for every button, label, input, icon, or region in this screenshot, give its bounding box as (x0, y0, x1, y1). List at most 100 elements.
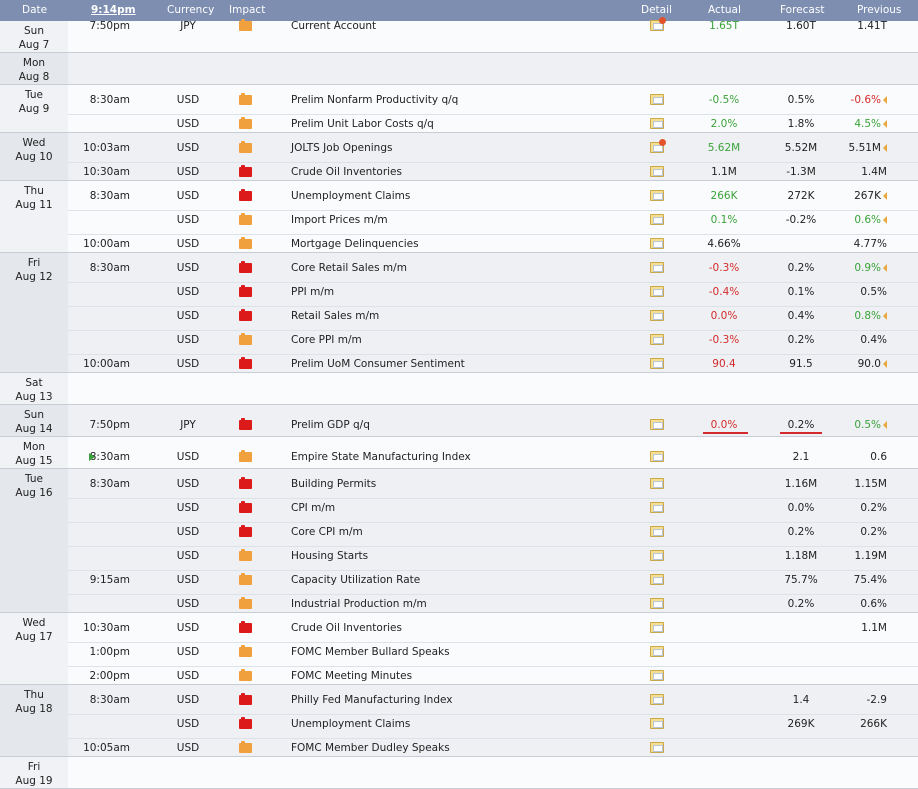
event-previous: 1.15M (854, 478, 887, 490)
event-title[interactable]: Core CPI m/m (291, 526, 363, 538)
event-previous: 0.9% (817, 261, 887, 275)
event-actual: 266K (710, 190, 738, 202)
event-title[interactable]: Building Permits (291, 478, 377, 490)
detail-folder-icon[interactable] (650, 286, 664, 297)
event-title[interactable]: Prelim UoM Consumer Sentiment (291, 358, 465, 370)
detail-folder-icon[interactable] (650, 574, 664, 585)
detail-folder-icon[interactable] (650, 598, 664, 609)
event-currency: USD (176, 526, 200, 538)
detail-folder-icon[interactable] (650, 118, 664, 129)
event-title[interactable]: Industrial Production m/m (291, 598, 427, 610)
row-separator (68, 162, 918, 163)
detail-folder-icon[interactable] (650, 526, 664, 537)
event-title[interactable]: Housing Starts (291, 550, 369, 562)
day-cell (0, 613, 68, 685)
detail-folder-icon[interactable] (650, 190, 664, 201)
detail-folder-icon[interactable] (650, 17, 666, 31)
event-title[interactable]: Prelim GDP q/q (291, 419, 370, 431)
detail-folder-icon[interactable] (650, 550, 664, 561)
detail-folder-icon[interactable] (650, 419, 664, 430)
detail-folder-icon[interactable] (650, 214, 664, 225)
event-previous: 4.77% (853, 238, 887, 250)
event-previous: 1.1M (861, 622, 887, 634)
annotation-underline (780, 432, 822, 434)
detail-folder-icon[interactable] (650, 358, 664, 369)
row-separator (68, 354, 918, 355)
day-label: Sat Aug 13 (0, 376, 68, 404)
event-actual: 4.66% (707, 238, 741, 250)
day-weekday: Fri (27, 761, 41, 773)
event-title[interactable]: Empire State Manufacturing Index (291, 451, 471, 463)
event-title[interactable]: Current Account (291, 20, 377, 32)
event-title[interactable]: Core PPI m/m (291, 334, 362, 346)
detail-folder-icon[interactable] (650, 310, 664, 321)
day-label: Thu Aug 18 (0, 688, 68, 716)
event-title[interactable]: Import Prices m/m (291, 214, 388, 226)
event-forecast: 0.2% (787, 598, 815, 610)
detail-folder-icon[interactable] (650, 742, 664, 753)
event-title[interactable]: CPI m/m (291, 502, 336, 514)
day-separator (0, 436, 918, 437)
event-title[interactable]: Crude Oil Inventories (291, 166, 402, 178)
day-label: Wed Aug 10 (0, 136, 68, 164)
event-title[interactable]: Retail Sales m/m (291, 310, 380, 322)
medium-impact-folder-icon (239, 597, 252, 609)
event-actual: 0.0% (710, 419, 738, 431)
detail-folder-icon[interactable] (650, 451, 664, 462)
detail-folder-icon[interactable] (650, 622, 664, 633)
detail-folder-icon[interactable] (650, 262, 664, 273)
event-title[interactable]: Prelim Unit Labor Costs q/q (291, 118, 434, 130)
medium-impact-folder-icon (239, 669, 252, 681)
event-previous: 90.0 (817, 357, 887, 371)
event-title[interactable]: JOLTS Job Openings (291, 142, 393, 154)
event-currency: USD (176, 622, 200, 634)
detail-folder-icon[interactable] (650, 670, 664, 681)
event-title[interactable]: Core Retail Sales m/m (291, 262, 407, 274)
event-title[interactable]: PPI m/m (291, 286, 335, 298)
event-forecast: 1.4 (792, 694, 810, 706)
event-currency: USD (176, 190, 200, 202)
header-forecast: Forecast (780, 4, 825, 16)
row-separator (68, 498, 918, 499)
detail-folder-icon[interactable] (650, 238, 664, 249)
event-title[interactable]: FOMC Member Dudley Speaks (291, 742, 450, 754)
day-cell (0, 85, 68, 133)
detail-folder-icon[interactable] (650, 646, 664, 657)
event-title[interactable]: Unemployment Claims (291, 718, 411, 730)
detail-folder-icon[interactable] (650, 502, 664, 513)
event-title[interactable]: Prelim Nonfarm Productivity q/q (291, 94, 459, 106)
event-title[interactable]: Unemployment Claims (291, 190, 411, 202)
header-currency[interactable]: Currency (167, 4, 215, 16)
detail-folder-icon[interactable] (650, 334, 664, 345)
high-impact-folder-icon (239, 418, 252, 430)
header-date[interactable]: Date (22, 4, 48, 16)
event-forecast: 1.18M (784, 550, 818, 562)
event-title[interactable]: Capacity Utilization Rate (291, 574, 421, 586)
detail-folder-icon[interactable] (650, 139, 666, 153)
event-currency: USD (176, 694, 200, 706)
medium-impact-folder-icon (239, 237, 252, 249)
day-separator (0, 468, 918, 469)
detail-folder-icon[interactable] (650, 94, 664, 105)
row-separator (68, 330, 918, 331)
day-date: Aug 17 (15, 631, 53, 643)
header-time[interactable]: 9:14pm (91, 4, 136, 16)
event-title[interactable]: Mortgage Delinquencies (291, 238, 419, 250)
event-title[interactable]: FOMC Meeting Minutes (291, 670, 413, 682)
event-title[interactable]: Crude Oil Inventories (291, 622, 402, 634)
detail-folder-icon[interactable] (650, 166, 664, 177)
event-forecast: 0.2% (787, 334, 815, 346)
event-previous: 1.19M (854, 550, 887, 562)
high-impact-folder-icon (239, 501, 252, 513)
event-currency: USD (176, 358, 200, 370)
detail-folder-icon[interactable] (650, 718, 664, 729)
detail-folder-icon[interactable] (650, 478, 664, 489)
event-currency: USD (176, 478, 200, 490)
header-impact[interactable]: Impact (229, 4, 266, 16)
event-actual: 90.4 (712, 358, 736, 370)
event-actual: 5.62M (707, 142, 741, 154)
detail-folder-icon[interactable] (650, 694, 664, 705)
event-title[interactable]: Philly Fed Manufacturing Index (291, 694, 453, 706)
event-title[interactable]: FOMC Member Bullard Speaks (291, 646, 450, 658)
day-label: Wed Aug 17 (0, 616, 68, 644)
